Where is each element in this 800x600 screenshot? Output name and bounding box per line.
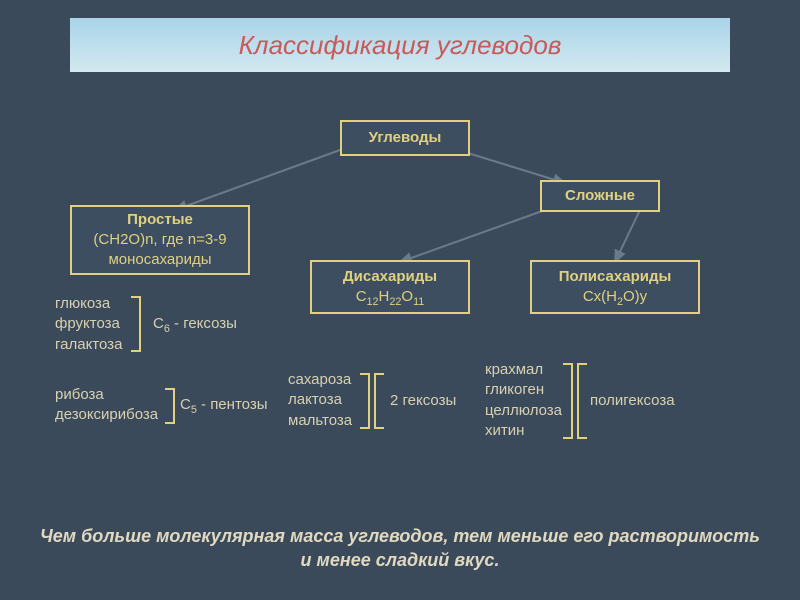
node-polysacch-line1: Полисахариды (559, 267, 672, 287)
node-polysacch-formula: Сx(H2O)y (583, 287, 647, 307)
label-group-sucrose: сахарозалактозамальтоза (288, 370, 352, 431)
label-group-starch: крахмалгликогенцеллюлозахитин (485, 360, 562, 441)
node-complex-text: Сложные (565, 186, 635, 206)
node-root: Углеводы (340, 120, 470, 156)
bottom-summary: Чем больше молекулярная масса углеводов,… (40, 525, 760, 572)
label-group-ribose: рибозадезоксирибоза (55, 385, 158, 426)
bracket (563, 363, 573, 439)
node-disacch-formula: С12H22O11 (356, 287, 425, 307)
bracket (165, 388, 175, 424)
node-simple-line1: Простые (127, 210, 193, 230)
bracket (360, 373, 370, 429)
bracket (131, 296, 141, 352)
slide: Классификация углеводов Углеводы Простые… (0, 0, 800, 600)
node-complex: Сложные (540, 180, 660, 212)
bracket (374, 373, 384, 429)
node-disaccharides: Дисахариды С12H22O11 (310, 260, 470, 314)
node-simple-line3: моносахариды (108, 250, 211, 270)
node-polysaccharides: Полисахариды Сx(H2O)y (530, 260, 700, 314)
label-group-glucose: глюкозафруктозагалактоза (55, 294, 122, 355)
label-2-hexoses: 2 гексозы (390, 391, 456, 411)
label-c6-hexoses: С6 - гексозы (153, 314, 237, 334)
bracket (577, 363, 587, 439)
node-simple: Простые (CH2O)n, где n=3-9 моносахариды (70, 205, 250, 275)
node-root-text: Углеводы (369, 128, 442, 148)
node-disacch-line1: Дисахариды (343, 267, 437, 287)
label-polyhexose: полигексоза (590, 391, 675, 411)
node-simple-line2: (CH2O)n, где n=3-9 (93, 230, 226, 250)
label-c5-pentoses: С5 - пентозы (180, 395, 267, 415)
